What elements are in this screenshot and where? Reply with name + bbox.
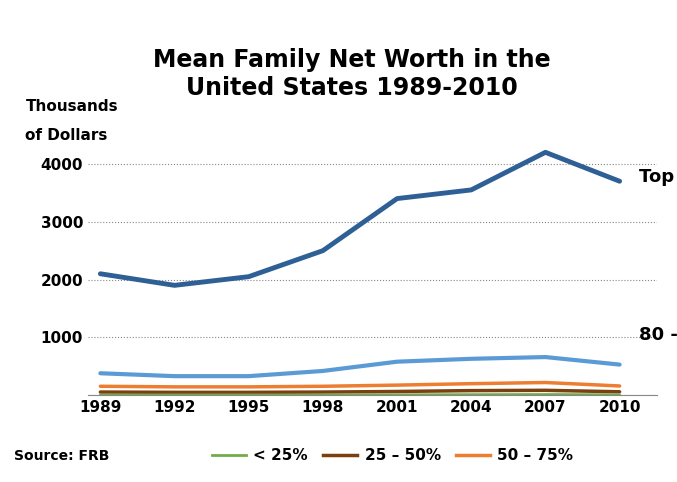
Legend: < 25%, 25 – 50%, 50 – 75%: < 25%, 25 – 50%, 50 – 75% — [206, 442, 580, 469]
Text: Top 10%: Top 10% — [639, 168, 677, 186]
Text: Source: FRB: Source: FRB — [14, 449, 109, 463]
Text: of Dollars: of Dollars — [26, 128, 108, 143]
Text: 80 - 90%: 80 - 90% — [639, 326, 677, 344]
Text: Mean Family Net Worth in the
United States 1989-2010: Mean Family Net Worth in the United Stat… — [153, 48, 551, 100]
Text: Thousands: Thousands — [26, 99, 118, 114]
